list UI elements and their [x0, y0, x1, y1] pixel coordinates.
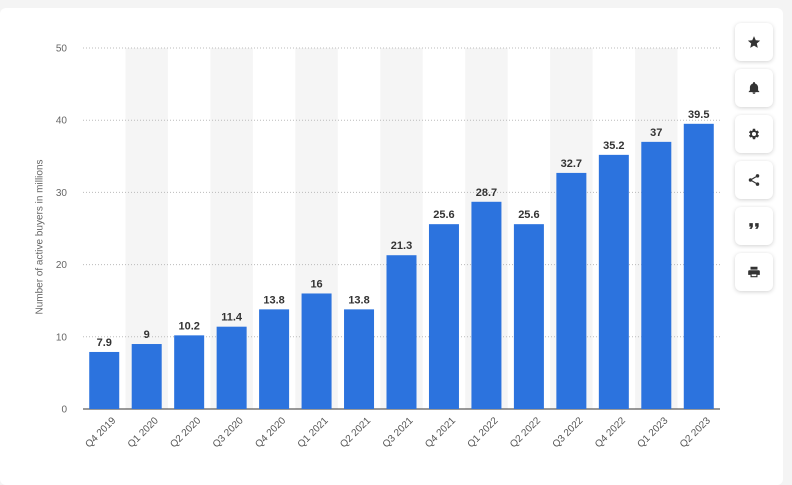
x-tick-label: Q2 2022 [508, 415, 543, 450]
bar [259, 309, 290, 409]
bar-value-label: 28.7 [476, 187, 497, 199]
print-button[interactable] [735, 253, 773, 291]
y-tick-label: 40 [56, 116, 68, 127]
x-tick-label: Q1 2022 [466, 415, 501, 450]
quote-icon [749, 223, 759, 229]
bar-value-label: 25.6 [433, 209, 454, 221]
x-tick-label: Q4 2020 [253, 415, 288, 450]
bar-value-label: 32.7 [561, 158, 582, 170]
bar-value-label: 10.2 [178, 320, 199, 332]
x-tick-label: Q3 2022 [551, 415, 586, 450]
bar [216, 326, 247, 409]
y-tick-label: 20 [56, 260, 68, 271]
bar [471, 201, 502, 409]
bar [301, 293, 332, 409]
x-tick-label: Q1 2021 [296, 415, 331, 450]
y-tick-label: 30 [56, 188, 68, 199]
bar [174, 335, 205, 409]
y-axis-label: Number of active buyers in millions [34, 159, 46, 315]
share-icon [748, 174, 760, 186]
bar [131, 344, 162, 409]
x-tick-label: Q4 2022 [593, 415, 628, 450]
bar-value-label: 39.5 [688, 109, 709, 121]
bar [513, 224, 544, 409]
x-tick-label: Q4 2019 [83, 415, 118, 450]
y-tick-label: 10 [56, 332, 68, 343]
bar-value-label: 21.3 [391, 240, 412, 252]
chart-card: 0 10 20 30 40 50 7.9 9 10.2 11.4 13.8 16 13.8 21.3 25… [0, 8, 783, 485]
bar-value-label: 16 [310, 278, 322, 290]
bar [428, 224, 459, 409]
star-icon [747, 36, 761, 48]
gear-icon [748, 128, 760, 140]
bar [641, 141, 672, 410]
y-tick-label: 50 [56, 44, 68, 55]
share-button[interactable] [735, 161, 773, 199]
bar [683, 123, 714, 409]
print-icon [748, 266, 760, 278]
bar [598, 154, 629, 409]
x-tick-label: Q2 2023 [678, 415, 713, 450]
x-tick-label: Q2 2020 [168, 415, 203, 450]
bar-value-label: 7.9 [97, 337, 112, 349]
settings-button[interactable] [735, 115, 773, 153]
favorite-button[interactable] [735, 23, 773, 61]
bar-value-label: 13.8 [348, 294, 369, 306]
bell-icon [748, 81, 760, 94]
bar-value-label: 35.2 [603, 140, 624, 152]
x-tick-label: Q3 2020 [211, 415, 246, 450]
x-tick-label: Q2 2021 [338, 415, 373, 450]
bar-value-label: 11.4 [221, 312, 243, 324]
x-tick-label: Q4 2021 [423, 415, 458, 450]
bar [556, 172, 587, 409]
bar-chart: 0 10 20 30 40 50 7.9 9 10.2 11.4 13.8 16 13.8 21.3 25… [56, 44, 720, 450]
x-tick-label: Q1 2020 [126, 415, 161, 450]
cite-button[interactable] [735, 207, 773, 245]
y-tick-label: 0 [61, 405, 67, 416]
bar [344, 309, 375, 409]
bar-value-label: 37 [650, 127, 662, 139]
notification-button[interactable] [735, 69, 773, 107]
x-tick-label: Q1 2023 [636, 415, 671, 450]
x-tick-label: Q3 2021 [381, 415, 416, 450]
bar-value-label: 13.8 [263, 294, 284, 306]
bar-value-label: 25.6 [518, 209, 539, 221]
bar-value-label: 9 [144, 329, 150, 341]
bar [386, 255, 417, 409]
bar [89, 351, 120, 409]
